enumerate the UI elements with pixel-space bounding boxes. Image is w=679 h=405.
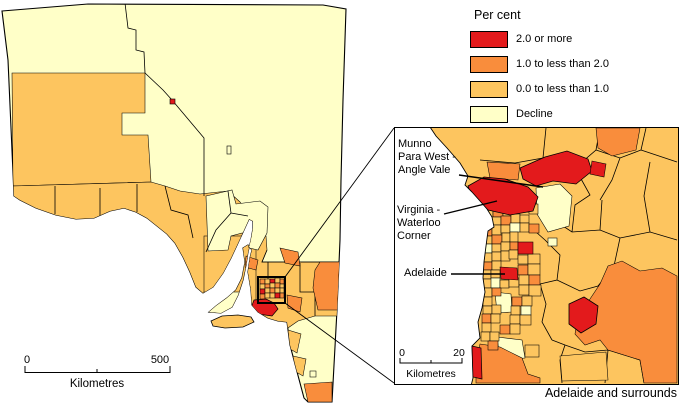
annotation-adelaide: Adelaide xyxy=(404,267,447,279)
main-scalebar-start: 0 xyxy=(24,354,30,366)
legend-swatch-light-orange xyxy=(470,80,508,98)
legend-label: 2.0 or more xyxy=(516,33,573,45)
annotation-munno-para-west-angle-vale: Munno Para West - Angle Vale xyxy=(398,138,456,176)
main-scalebar-end: 500 xyxy=(151,354,169,366)
inset-caption: Adelaide and surrounds xyxy=(544,386,677,400)
legend-swatch-red xyxy=(470,30,508,48)
legend-item: Decline xyxy=(470,105,609,123)
legend-label: Decline xyxy=(516,108,553,120)
inset-map-frame: 0 20 Kilometres Munno Para West - Angle … xyxy=(394,127,679,385)
munno-para-west-angle-vale-region xyxy=(519,150,593,187)
legend-title: Per cent xyxy=(474,8,521,22)
inset-connector-lines xyxy=(284,127,395,384)
legend-item: 0.0 to less than 1.0 xyxy=(470,80,609,98)
legend: Per cent 2.0 or more 1.0 to less than 2.… xyxy=(470,8,609,131)
main-scalebar-unit: Kilometres xyxy=(70,378,125,390)
inset-scalebar-end: 20 xyxy=(453,347,465,359)
inset-scalebar-unit: Kilometres xyxy=(406,368,456,380)
inset-scalebar: 0 20 Kilometres xyxy=(399,347,465,380)
legend-label: 0.0 to less than 1.0 xyxy=(516,83,609,95)
legend-label: 1.0 to less than 2.0 xyxy=(516,58,609,70)
legend-item: 1.0 to less than 2.0 xyxy=(470,55,609,73)
metro-mosaic xyxy=(259,277,285,300)
kangaroo-island xyxy=(210,314,255,329)
main-scalebar: 0 500 Kilometres xyxy=(24,354,171,390)
legend-swatch-orange xyxy=(470,55,508,73)
inset-map: 0 20 Kilometres xyxy=(395,128,678,384)
adelaide-region xyxy=(499,266,519,281)
annotation-virginia-waterloo-corner: Virginia - Waterloo Corner xyxy=(397,204,441,242)
legend-item: 2.0 or more xyxy=(470,30,609,48)
inset-indicator-rect xyxy=(257,276,286,304)
annotation-leader-lines xyxy=(443,174,544,275)
legend-swatch-pale-yellow xyxy=(470,105,508,123)
inset-scalebar-start: 0 xyxy=(399,347,405,359)
coober-pedy-region xyxy=(169,98,176,105)
